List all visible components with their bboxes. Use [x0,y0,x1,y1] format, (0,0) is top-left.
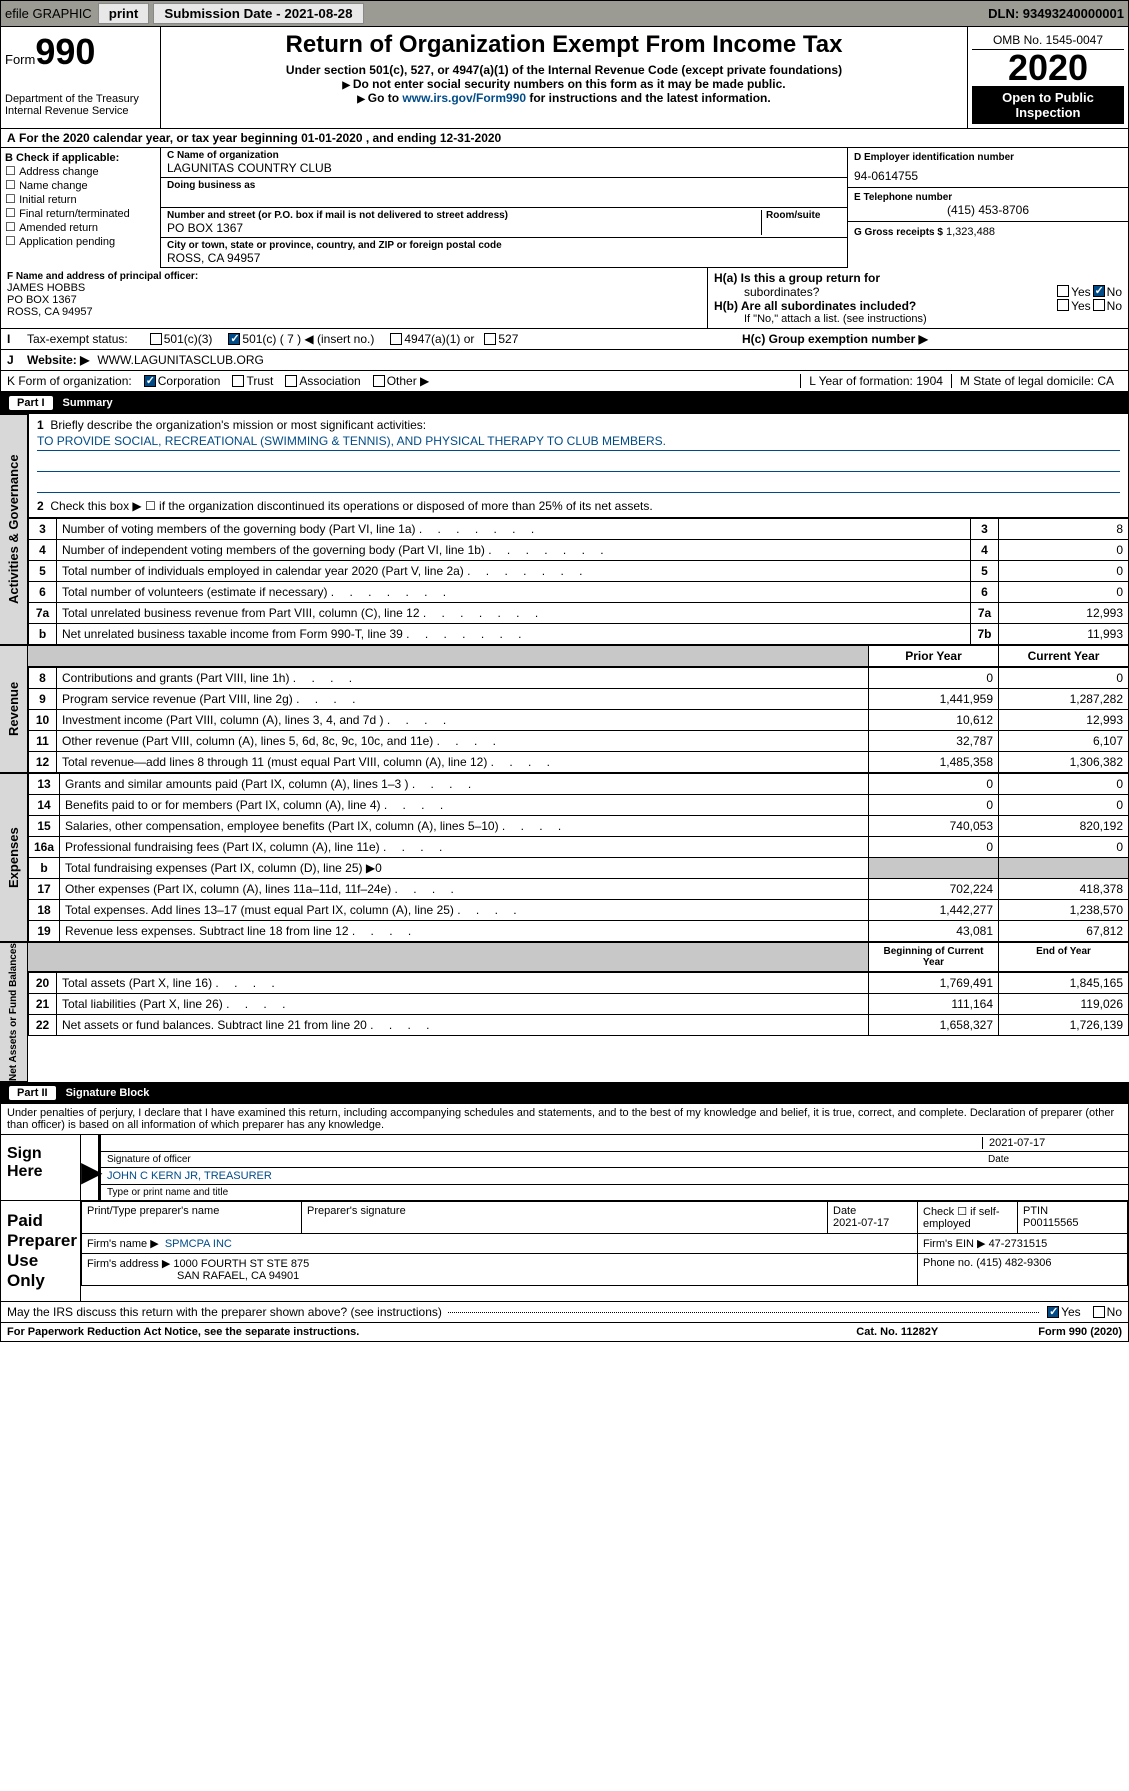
officer-city: ROSS, CA 94957 [7,306,701,318]
subtitle-3: Go to www.irs.gov/Form990 for instructio… [165,91,963,105]
efile-label: efile GRAPHIC [5,6,92,21]
mission-text: TO PROVIDE SOCIAL, RECREATIONAL (SWIMMIN… [37,432,1120,451]
footer: For Paperwork Reduction Act Notice, see … [0,1323,1129,1342]
city-label: City or town, state or province, country… [167,240,841,251]
checkbox-initial-return[interactable]: Initial return [5,192,156,206]
phone-label: E Telephone number [854,192,1122,203]
dba-label: Doing business as [167,180,841,191]
ha-no-checkbox[interactable] [1093,285,1105,297]
h-a: H(a) Is this a group return for [714,271,1122,285]
ein-value: 94-0614755 [854,163,1122,183]
part-1-header: Part ISummary [0,392,1129,414]
checkbox-application-pending[interactable]: Application pending [5,234,156,248]
checkbox-final-return-terminated[interactable]: Final return/terminated [5,206,156,220]
sidebar-net-assets: Net Assets or Fund Balances [0,942,28,1082]
other-checkbox[interactable] [373,375,385,387]
line-1-label: Briefly describe the organization's miss… [50,418,426,432]
discuss-label: May the IRS discuss this return with the… [7,1305,442,1319]
addr-label: Number and street (or P.O. box if mail i… [167,210,761,221]
prior-year-header: Prior Year [869,646,999,667]
f-label: F Name and address of principal officer: [7,271,701,282]
corp-checkbox[interactable] [144,375,156,387]
h-c: H(c) Group exemption number ▶ [742,332,928,346]
subtitle-1: Under section 501(c), 527, or 4947(a)(1)… [165,63,963,77]
top-toolbar: efile GRAPHIC print Submission Date - 20… [0,0,1129,27]
part-2-header: Part IISignature Block [0,1082,1129,1104]
state-domicile: CA [1097,374,1114,388]
c-name-label: C Name of organization [167,150,841,161]
tax-year: 2020 [972,50,1124,86]
irs-link[interactable]: www.irs.gov/Form990 [402,91,526,105]
officer-sig-name[interactable]: JOHN C KERN JR, TREASURER [107,1170,272,1182]
org-city: ROSS, CA 94957 [167,251,841,265]
print-button[interactable]: print [98,3,150,24]
sig-date: 2021-07-17 [982,1137,1122,1149]
line-2-label: Check this box ▶ ☐ if the organization d… [50,499,652,513]
dln-label: DLN: 93493240000001 [988,6,1124,21]
org-address: PO BOX 1367 [167,221,761,235]
discuss-yes-checkbox[interactable] [1047,1306,1059,1318]
officer-name: JAMES HOBBS [7,282,701,294]
assoc-checkbox[interactable] [285,375,297,387]
discuss-no-checkbox[interactable] [1093,1306,1105,1318]
sidebar-expenses: Expenses [0,773,28,942]
org-name: LAGUNITAS COUNTRY CLUB [167,161,841,175]
gross-value: 1,323,488 [946,226,995,238]
ptin-value: P00115565 [1023,1217,1078,1229]
sidebar-revenue: Revenue [0,645,28,773]
current-year-header: Current Year [999,646,1129,667]
form-990-label: Form990 [5,31,156,73]
tax-exempt-label: Tax-exempt status: [27,332,128,346]
open-inspection: Open to PublicInspection [972,86,1124,124]
section-b-label: B Check if applicable: [5,152,156,164]
checkbox-address-change[interactable]: Address change [5,164,156,178]
paid-preparer-label: Paid Preparer Use Only [1,1201,81,1301]
line-a: A For the 2020 calendar year, or tax yea… [0,129,1129,148]
hb-no-checkbox[interactable] [1093,299,1105,311]
subtitle-2: Do not enter social security numbers on … [165,77,963,91]
sidebar-activities: Activities & Governance [0,414,28,645]
501c3-checkbox[interactable] [150,333,162,345]
ha-yes-checkbox[interactable] [1057,285,1069,297]
ein-label: D Employer identification number [854,152,1122,163]
begin-year-header: Beginning of Current Year [869,943,999,972]
dept-label: Department of the Treasury Internal Reve… [5,93,156,117]
firm-addr: 1000 FOURTH ST STE 875 [173,1258,309,1270]
checkbox-name-change[interactable]: Name change [5,178,156,192]
501c-checkbox[interactable] [228,333,240,345]
phone-value: (415) 453-8706 [854,203,1122,217]
declaration-text: Under penalties of perjury, I declare th… [0,1104,1129,1135]
form-title: Return of Organization Exempt From Incom… [165,31,963,59]
checkbox-amended-return[interactable]: Amended return [5,220,156,234]
sign-here-label: Sign Here [1,1135,81,1200]
year-formation: 1904 [916,374,943,388]
end-year-header: End of Year [999,943,1129,972]
website-value: WWW.LAGUNITASCLUB.ORG [97,353,263,367]
firm-phone: (415) 482-9306 [976,1257,1051,1269]
firm-ein: 47-2731515 [989,1238,1048,1250]
firm-name[interactable]: SPMCPA INC [165,1238,232,1250]
hb-yes-checkbox[interactable] [1057,299,1069,311]
527-checkbox[interactable] [484,333,496,345]
gross-label: G Gross receipts $ [854,227,943,238]
k-label: K Form of organization: [7,374,132,388]
form-header: Form990 Department of the Treasury Inter… [0,27,1129,129]
4947-checkbox[interactable] [390,333,402,345]
trust-checkbox[interactable] [232,375,244,387]
room-label: Room/suite [766,210,841,221]
website-label: Website: ▶ [27,353,89,367]
info-block: B Check if applicable: Address changeNam… [0,148,1129,268]
officer-addr: PO BOX 1367 [7,294,701,306]
submission-date-button[interactable]: Submission Date - 2021-08-28 [153,3,363,24]
